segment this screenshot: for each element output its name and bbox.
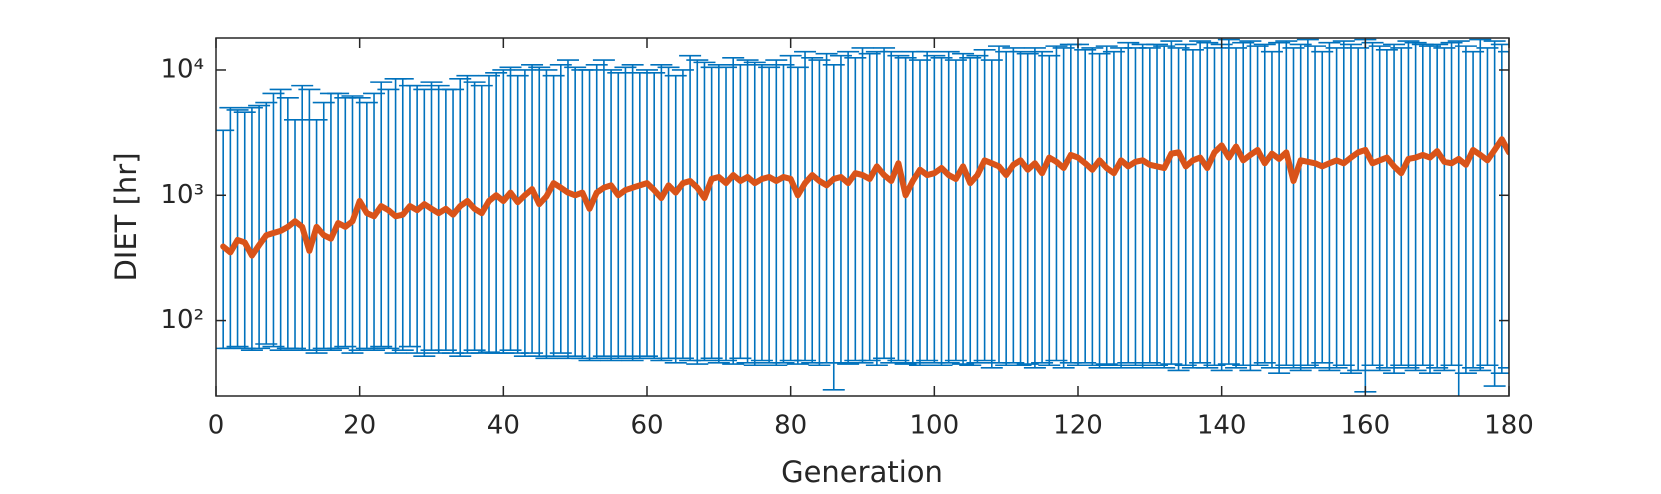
x-tick-label: 40 bbox=[487, 411, 520, 441]
x-tick-label: 0 bbox=[208, 411, 225, 441]
x-tick-label: 20 bbox=[343, 411, 376, 441]
x-tick-label: 60 bbox=[630, 411, 663, 441]
x-axis-label: Generation bbox=[781, 455, 943, 489]
y-tick-label: 10² bbox=[160, 305, 204, 335]
plot-area bbox=[216, 38, 1509, 396]
x-tick-label: 100 bbox=[910, 411, 960, 441]
x-tick-label: 80 bbox=[774, 411, 807, 441]
y-tick-label: 10⁴ bbox=[160, 54, 204, 84]
mean-line bbox=[220, 136, 1509, 259]
x-tick-label: 180 bbox=[1484, 411, 1534, 441]
x-tick-label: 140 bbox=[1197, 411, 1247, 441]
axes-box bbox=[215, 37, 1510, 397]
y-axis-label: DIET [hr] bbox=[109, 152, 143, 281]
y-tick-label: 10³ bbox=[160, 180, 204, 210]
x-tick-label: 120 bbox=[1053, 411, 1103, 441]
x-tick-label: 160 bbox=[1341, 411, 1391, 441]
